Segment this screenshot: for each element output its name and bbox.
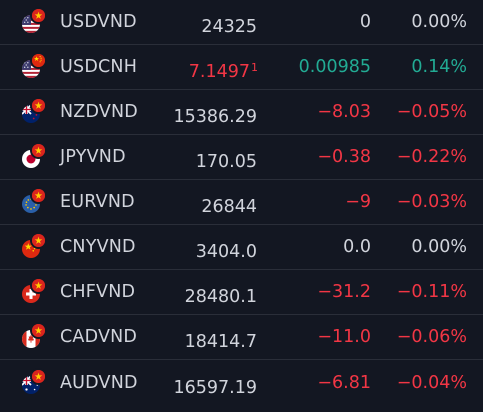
change-percent: −0.03% (396, 192, 467, 212)
currency-flags (22, 315, 50, 360)
symbol-name: CNYVND (60, 237, 136, 257)
watchlist-row[interactable]: USDVND 24325 0 0.00% (0, 0, 483, 45)
last-price: 24325 (201, 17, 257, 37)
vn-flag-icon (32, 9, 45, 22)
change-value: −0.38 (317, 147, 371, 167)
currency-flags (22, 45, 50, 90)
change-value: 0.0 (343, 237, 371, 257)
watchlist-row[interactable]: EURVND 26844 −9 −0.03% (0, 180, 483, 225)
last-price: 28480.1 (184, 287, 257, 307)
vn-flag-icon (32, 99, 45, 112)
watchlist-row[interactable]: CHFVND 28480.1 −31.2 −0.11% (0, 270, 483, 315)
last-price: 16597.19 (173, 378, 257, 398)
change-percent: −0.11% (396, 282, 467, 302)
symbol-name: JPYVND (60, 147, 126, 167)
watchlist-row[interactable]: CADVND 18414.7 −11.0 −0.06% (0, 315, 483, 360)
last-price: 3404.0 (195, 242, 257, 262)
currency-flags (22, 270, 50, 315)
watchlist-row[interactable]: USDCNH 7.14971 0.00985 0.14% (0, 45, 483, 90)
change-percent: 0.00% (411, 12, 467, 32)
currency-flags (22, 225, 50, 270)
last-price: 15386.29 (173, 107, 257, 127)
last-price: 18414.7 (184, 332, 257, 352)
change-percent: −0.22% (396, 147, 467, 167)
watchlist-row[interactable]: JPYVND 170.05 −0.38 −0.22% (0, 135, 483, 180)
change-value: 0 (359, 12, 371, 32)
last-price: 26844 (201, 197, 257, 217)
last-price: 170.05 (195, 152, 257, 172)
change-percent: −0.05% (396, 102, 467, 122)
currency-flags (22, 90, 50, 135)
vn-flag-icon (32, 234, 45, 247)
symbol-name: USDCNH (60, 57, 138, 77)
vn-flag-icon (32, 189, 45, 202)
change-percent: 0.00% (411, 237, 467, 257)
change-value: 0.00985 (298, 57, 371, 77)
change-percent: −0.04% (396, 373, 467, 393)
symbol-name: CHFVND (60, 282, 136, 302)
symbol-name: AUDVND (60, 373, 138, 393)
currency-flags (22, 360, 50, 407)
symbol-name: NZDVND (60, 102, 138, 122)
change-value: −8.03 (317, 102, 371, 122)
change-value: −6.81 (317, 373, 371, 393)
vn-flag-icon (32, 279, 45, 292)
watchlist-row[interactable]: CNYVND 3404.0 0.0 0.00% (0, 225, 483, 270)
symbol-name: EURVND (60, 192, 135, 212)
vn-flag-icon (32, 370, 45, 383)
vn-flag-icon (32, 324, 45, 337)
cn-flag-icon (32, 54, 45, 67)
change-value: −9 (345, 192, 371, 212)
change-percent: −0.06% (396, 327, 467, 347)
watchlist-row[interactable]: AUDVND 16597.19 −6.81 −0.04% (0, 360, 483, 408)
change-value: −31.2 (317, 282, 371, 302)
currency-flags (22, 180, 50, 225)
symbol-name: USDVND (60, 12, 137, 32)
currency-flags (22, 0, 50, 45)
watchlist-row[interactable]: NZDVND 15386.29 −8.03 −0.05% (0, 90, 483, 135)
change-value: −11.0 (317, 327, 371, 347)
change-percent: 0.14% (411, 57, 467, 77)
vn-flag-icon (32, 144, 45, 157)
currency-flags (22, 135, 50, 180)
last-price: 7.14971 (188, 61, 258, 82)
symbol-name: CADVND (60, 327, 138, 347)
